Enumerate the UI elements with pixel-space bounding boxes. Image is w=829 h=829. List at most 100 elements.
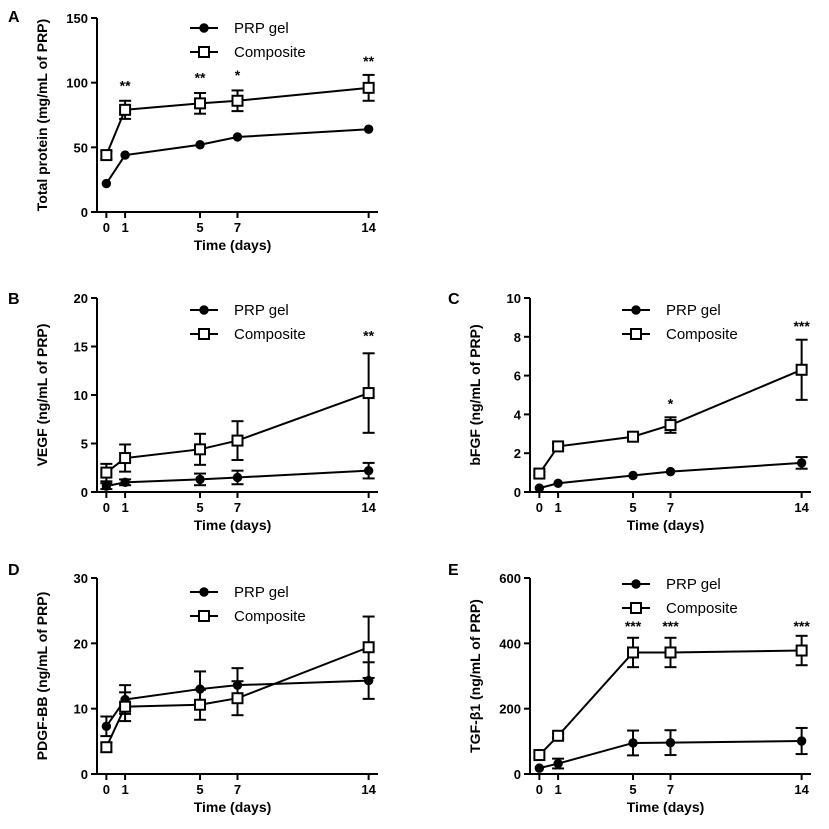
legend-marker bbox=[198, 610, 210, 622]
x-tick-label: 1 bbox=[554, 500, 561, 515]
y-tick-label: 20 bbox=[74, 291, 88, 306]
data-point bbox=[627, 430, 640, 443]
legend-marker bbox=[630, 602, 642, 614]
significance-label: * bbox=[235, 67, 241, 83]
significance-label: *** bbox=[662, 618, 679, 634]
legend-label: PRP gel bbox=[666, 302, 721, 319]
y-tick-label: 150 bbox=[66, 11, 88, 26]
legend-marker bbox=[198, 328, 210, 340]
y-tick-label: 600 bbox=[499, 571, 521, 586]
y-tick-label: 8 bbox=[514, 330, 521, 345]
data-point bbox=[195, 140, 205, 150]
data-point bbox=[533, 467, 546, 480]
y-tick-label: 0 bbox=[81, 205, 88, 220]
legend-label: Composite bbox=[234, 44, 306, 61]
y-axis-title: PDGF-BB (ng/mL of PRP) bbox=[34, 592, 50, 761]
y-tick-label: 30 bbox=[74, 571, 88, 586]
x-tick-label: 14 bbox=[361, 500, 376, 515]
legend-marker bbox=[630, 328, 642, 340]
x-tick-label: 7 bbox=[234, 500, 241, 515]
legend: PRP gel Composite bbox=[190, 584, 306, 625]
x-axis-title: Time (days) bbox=[194, 799, 272, 815]
legend-marker bbox=[199, 23, 209, 33]
data-point bbox=[628, 470, 638, 481]
x-tick-label: 5 bbox=[629, 500, 636, 515]
data-point bbox=[119, 452, 132, 465]
x-tick-label: 0 bbox=[103, 500, 110, 515]
panel-letter: C bbox=[448, 291, 460, 308]
series-composite bbox=[100, 73, 375, 162]
data-point bbox=[362, 641, 375, 654]
data-point bbox=[101, 178, 112, 189]
data-point bbox=[363, 124, 374, 134]
data-point bbox=[119, 103, 132, 116]
x-tick-label: 0 bbox=[536, 500, 543, 515]
series-prp-gel bbox=[534, 726, 808, 773]
legend-label: PRP gel bbox=[234, 302, 289, 319]
significance-label: *** bbox=[625, 618, 642, 634]
series-composite bbox=[533, 634, 808, 762]
data-point bbox=[232, 472, 243, 483]
x-axis-title: Time (days) bbox=[194, 517, 272, 533]
series-composite bbox=[100, 352, 375, 483]
data-point bbox=[553, 478, 563, 488]
legend-marker bbox=[631, 579, 641, 589]
x-tick-label: 0 bbox=[536, 782, 543, 797]
legend-label: PRP gel bbox=[234, 20, 289, 37]
x-tick-label: 14 bbox=[361, 220, 376, 235]
data-point bbox=[100, 466, 113, 479]
data-point bbox=[534, 763, 545, 773]
data-point bbox=[796, 736, 807, 746]
series-composite bbox=[533, 338, 808, 480]
x-axis-title: Time (days) bbox=[627, 799, 705, 815]
x-tick-label: 5 bbox=[196, 500, 203, 515]
legend-label: Composite bbox=[666, 326, 738, 343]
x-tick-label: 7 bbox=[667, 500, 674, 515]
x-tick-label: 1 bbox=[121, 782, 128, 797]
legend-marker bbox=[199, 305, 209, 315]
data-point bbox=[362, 81, 375, 94]
data-point bbox=[553, 758, 563, 769]
data-point bbox=[627, 646, 640, 659]
significance-label: *** bbox=[793, 318, 810, 334]
legend: PRP gel Composite bbox=[622, 302, 738, 343]
y-tick-label: 4 bbox=[514, 407, 522, 422]
significance-label: ** bbox=[195, 70, 206, 86]
panel-letter: D bbox=[8, 562, 20, 579]
y-axis-title: TGF-β1 (ng/mL of PRP) bbox=[467, 599, 483, 753]
x-tick-label: 7 bbox=[234, 220, 241, 235]
y-tick-label: 10 bbox=[507, 291, 521, 306]
data-point bbox=[120, 477, 130, 487]
data-point bbox=[796, 458, 807, 468]
x-tick-label: 14 bbox=[794, 500, 809, 515]
y-axis-title: VEGF (ng/mL of PRP) bbox=[34, 324, 50, 467]
significance-label: ** bbox=[363, 53, 374, 69]
legend-label: PRP gel bbox=[234, 584, 289, 601]
legend: PRP gel Composite bbox=[190, 20, 306, 61]
legend-label: Composite bbox=[234, 326, 306, 343]
y-tick-label: 0 bbox=[514, 767, 521, 782]
data-point bbox=[533, 749, 546, 762]
x-tick-label: 14 bbox=[794, 782, 809, 797]
x-tick-label: 1 bbox=[554, 782, 561, 797]
legend: PRP gel Composite bbox=[190, 302, 306, 343]
significance-label: ** bbox=[120, 77, 131, 93]
y-tick-label: 5 bbox=[81, 437, 88, 452]
x-tick-label: 7 bbox=[667, 782, 674, 797]
y-tick-label: 15 bbox=[74, 340, 88, 355]
y-tick-label: 0 bbox=[514, 485, 521, 500]
y-tick-label: 400 bbox=[499, 636, 521, 651]
data-point bbox=[665, 466, 676, 477]
legend-marker bbox=[631, 305, 641, 315]
panel-letter: E bbox=[448, 562, 459, 579]
x-tick-label: 0 bbox=[103, 782, 110, 797]
series-prp-gel bbox=[101, 124, 374, 189]
data-point bbox=[362, 387, 375, 400]
x-tick-label: 5 bbox=[196, 782, 203, 797]
y-tick-label: 200 bbox=[499, 702, 521, 717]
data-point bbox=[665, 737, 676, 748]
panel-letter: B bbox=[8, 291, 20, 308]
